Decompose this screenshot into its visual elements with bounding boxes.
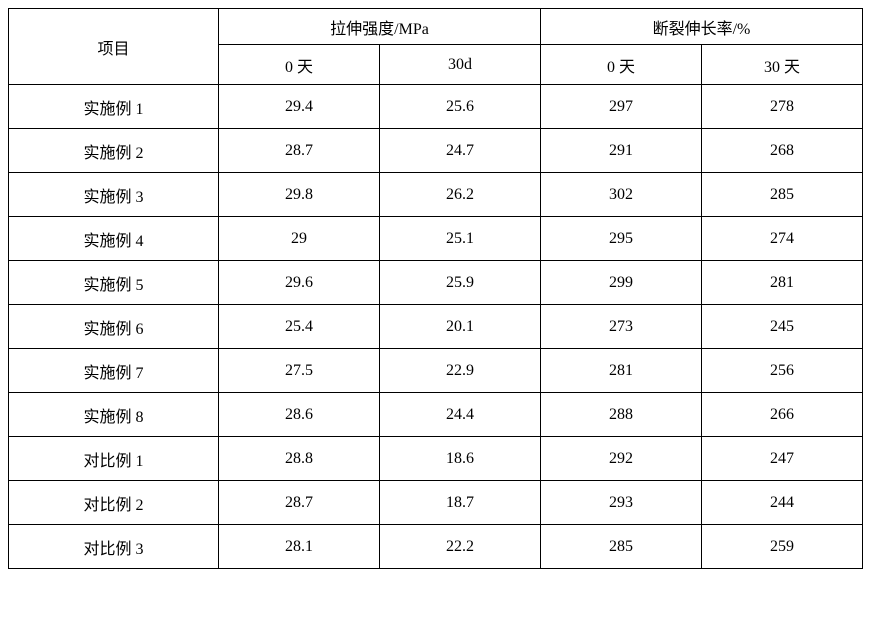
cell: 24.7 xyxy=(380,129,541,173)
cell: 26.2 xyxy=(380,173,541,217)
cell: 256 xyxy=(702,349,863,393)
row-label: 实施例 2 xyxy=(9,129,219,173)
row-label: 对比例 2 xyxy=(9,481,219,525)
cell: 29.4 xyxy=(219,85,380,129)
table-row: 对比例 1 28.8 18.6 292 247 xyxy=(9,437,863,481)
cell: 28.7 xyxy=(219,129,380,173)
header-row-label: 项目 xyxy=(9,9,219,85)
table-row: 实施例 3 29.8 26.2 302 285 xyxy=(9,173,863,217)
row-label: 对比例 1 xyxy=(9,437,219,481)
table-body: 项目 拉伸强度/MPa 断裂伸长率/% 0 天 30d 0 天 30 天 实施例… xyxy=(9,9,863,569)
cell: 291 xyxy=(541,129,702,173)
cell: 22.9 xyxy=(380,349,541,393)
cell: 244 xyxy=(702,481,863,525)
row-label: 实施例 5 xyxy=(9,261,219,305)
header-row-1: 项目 拉伸强度/MPa 断裂伸长率/% xyxy=(9,9,863,45)
cell: 29.6 xyxy=(219,261,380,305)
header-subcol-4: 30 天 xyxy=(702,45,863,85)
cell: 27.5 xyxy=(219,349,380,393)
header-subcol-2: 30d xyxy=(380,45,541,85)
cell: 293 xyxy=(541,481,702,525)
cell: 22.2 xyxy=(380,525,541,569)
cell: 297 xyxy=(541,85,702,129)
table-row: 实施例 2 28.7 24.7 291 268 xyxy=(9,129,863,173)
cell: 247 xyxy=(702,437,863,481)
cell: 18.7 xyxy=(380,481,541,525)
cell: 24.4 xyxy=(380,393,541,437)
cell: 285 xyxy=(541,525,702,569)
row-label: 实施例 7 xyxy=(9,349,219,393)
cell: 288 xyxy=(541,393,702,437)
row-label: 实施例 8 xyxy=(9,393,219,437)
cell: 245 xyxy=(702,305,863,349)
table-row: 对比例 3 28.1 22.2 285 259 xyxy=(9,525,863,569)
cell: 274 xyxy=(702,217,863,261)
table-row: 实施例 1 29.4 25.6 297 278 xyxy=(9,85,863,129)
cell: 273 xyxy=(541,305,702,349)
cell: 292 xyxy=(541,437,702,481)
table-row: 实施例 5 29.6 25.9 299 281 xyxy=(9,261,863,305)
cell: 266 xyxy=(702,393,863,437)
header-subcol-1: 0 天 xyxy=(219,45,380,85)
table-row: 实施例 7 27.5 22.9 281 256 xyxy=(9,349,863,393)
cell: 281 xyxy=(702,261,863,305)
cell: 278 xyxy=(702,85,863,129)
cell: 29.8 xyxy=(219,173,380,217)
cell: 28.7 xyxy=(219,481,380,525)
cell: 25.4 xyxy=(219,305,380,349)
cell: 20.1 xyxy=(380,305,541,349)
cell: 299 xyxy=(541,261,702,305)
cell: 302 xyxy=(541,173,702,217)
header-group-1: 拉伸强度/MPa xyxy=(219,9,541,45)
table-row: 对比例 2 28.7 18.7 293 244 xyxy=(9,481,863,525)
cell: 28.6 xyxy=(219,393,380,437)
cell: 25.1 xyxy=(380,217,541,261)
header-group-2: 断裂伸长率/% xyxy=(541,9,863,45)
table-row: 实施例 4 29 25.1 295 274 xyxy=(9,217,863,261)
cell: 268 xyxy=(702,129,863,173)
table-row: 实施例 8 28.6 24.4 288 266 xyxy=(9,393,863,437)
row-label: 实施例 1 xyxy=(9,85,219,129)
cell: 18.6 xyxy=(380,437,541,481)
row-label: 实施例 4 xyxy=(9,217,219,261)
cell: 28.8 xyxy=(219,437,380,481)
cell: 25.6 xyxy=(380,85,541,129)
cell: 28.1 xyxy=(219,525,380,569)
cell: 285 xyxy=(702,173,863,217)
row-label: 实施例 3 xyxy=(9,173,219,217)
cell: 295 xyxy=(541,217,702,261)
cell: 259 xyxy=(702,525,863,569)
cell: 281 xyxy=(541,349,702,393)
data-table: 项目 拉伸强度/MPa 断裂伸长率/% 0 天 30d 0 天 30 天 实施例… xyxy=(8,8,863,569)
row-label: 实施例 6 xyxy=(9,305,219,349)
cell: 29 xyxy=(219,217,380,261)
header-subcol-3: 0 天 xyxy=(541,45,702,85)
table-row: 实施例 6 25.4 20.1 273 245 xyxy=(9,305,863,349)
cell: 25.9 xyxy=(380,261,541,305)
row-label: 对比例 3 xyxy=(9,525,219,569)
